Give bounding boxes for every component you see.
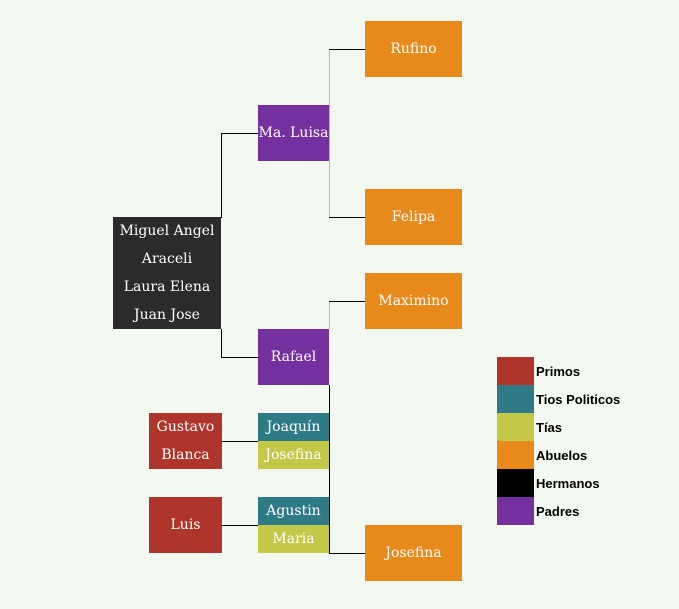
connector bbox=[221, 329, 222, 358]
legend-swatch bbox=[497, 385, 534, 413]
siblings-node: Miguel Angel Araceli Laura Elena Juan Jo… bbox=[113, 217, 221, 329]
uncle-in-law-node: Agustin bbox=[258, 497, 329, 525]
legend-label: Hermanos bbox=[536, 475, 600, 491]
legend-item-abuelos: Abuelos bbox=[497, 441, 620, 469]
uncle-in-law-name: Agustin bbox=[266, 503, 321, 519]
legend-label: Padres bbox=[536, 503, 580, 519]
maternal-grandfather-node: Rufino bbox=[365, 21, 462, 77]
legend-label: Tías bbox=[536, 419, 563, 435]
legend-label: Abuelos bbox=[536, 447, 588, 463]
legend-label: Tios Politicos bbox=[536, 391, 621, 407]
connector bbox=[329, 385, 330, 553]
connector bbox=[329, 553, 365, 554]
connector bbox=[329, 217, 365, 218]
legend-item-hermanos: Hermanos bbox=[497, 469, 620, 497]
legend-swatch bbox=[497, 469, 534, 497]
grandparent-name: Felipa bbox=[391, 209, 436, 225]
connector bbox=[221, 357, 258, 358]
aunt-name: Maria bbox=[272, 531, 315, 547]
connector bbox=[329, 301, 365, 302]
mother-node: Ma. Luisa bbox=[258, 105, 329, 161]
legend-swatch bbox=[497, 441, 534, 469]
aunt-node: Maria bbox=[258, 525, 329, 553]
father-node: Rafael bbox=[258, 329, 329, 385]
legend-item-padres: Padres bbox=[497, 497, 620, 525]
grandparent-name: Maximino bbox=[378, 293, 449, 309]
father-name: Rafael bbox=[270, 349, 317, 365]
cousins-node: Gustavo Blanca bbox=[149, 413, 222, 469]
paternal-grandfather-node: Maximino bbox=[365, 273, 462, 329]
connector bbox=[329, 301, 330, 329]
legend: Primos Tios Politicos Tías Abuelos Herma… bbox=[497, 357, 620, 525]
maternal-grandmother-node: Felipa bbox=[365, 189, 462, 245]
connector bbox=[329, 49, 330, 217]
grandparent-name: Josefina bbox=[385, 545, 442, 561]
uncle-in-law-name: Joaquín bbox=[266, 419, 321, 435]
cousin-name: Blanca bbox=[161, 447, 210, 463]
connector bbox=[329, 49, 365, 50]
uncle-in-law-node: Joaquín bbox=[258, 413, 329, 441]
connector bbox=[221, 133, 222, 218]
legend-item-primos: Primos bbox=[497, 357, 620, 385]
legend-item-tias: Tías bbox=[497, 413, 620, 441]
legend-label: Primos bbox=[536, 363, 581, 379]
legend-swatch bbox=[497, 497, 534, 525]
cousin-name: Luis bbox=[170, 517, 201, 533]
aunt-node: Josefina bbox=[258, 441, 329, 469]
paternal-grandmother-node: Josefina bbox=[365, 525, 462, 581]
connector bbox=[222, 441, 258, 442]
sibling-name: Laura Elena bbox=[123, 279, 211, 295]
aunt-name: Josefina bbox=[265, 447, 322, 463]
legend-swatch bbox=[497, 357, 534, 385]
sibling-name: Juan Jose bbox=[134, 307, 200, 323]
sibling-name: Araceli bbox=[141, 251, 193, 267]
legend-swatch bbox=[497, 413, 534, 441]
connector bbox=[222, 525, 258, 526]
cousins-node: Luis bbox=[149, 497, 222, 553]
sibling-name: Miguel Angel bbox=[119, 223, 215, 239]
connector bbox=[221, 133, 258, 134]
legend-item-tios-politicos: Tios Politicos bbox=[497, 385, 620, 413]
mother-name: Ma. Luisa bbox=[258, 125, 329, 141]
cousin-name: Gustavo bbox=[156, 419, 215, 435]
grandparent-name: Rufino bbox=[390, 41, 437, 57]
